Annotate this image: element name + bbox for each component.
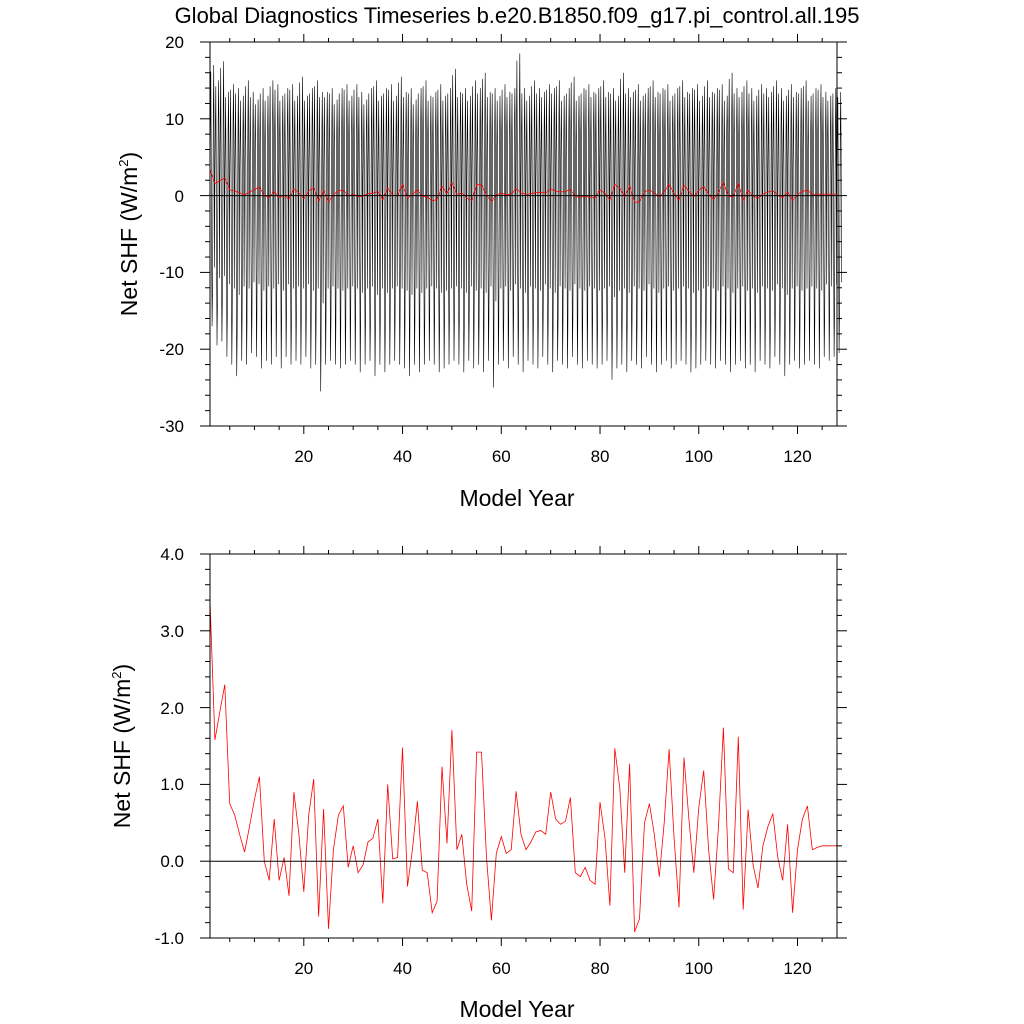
- bottom-y-axis-label: Net SHF (W/m2): [109, 664, 135, 828]
- top-y-tick-label: -10: [159, 263, 184, 282]
- top-y-tick-label: 0: [175, 187, 184, 206]
- bottom-y-tick-label: 0.0: [160, 852, 184, 871]
- top-x-tick-labels: 20 40 60 80 100 120: [294, 447, 811, 466]
- x-tick-label: 40: [393, 959, 412, 978]
- top-y-tick-labels: -30 -20 -10 0 10 20: [159, 33, 184, 436]
- x-tick-label: 100: [685, 447, 713, 466]
- monthly-series-line: [209, 53, 842, 392]
- x-tick-label: 80: [591, 447, 610, 466]
- x-tick-label: 120: [783, 959, 811, 978]
- x-tick-label: 100: [685, 959, 713, 978]
- top-y-axis-label: Net SHF (W/m2): [116, 152, 142, 316]
- bottom-x-axis-label: Model Year: [459, 996, 574, 1022]
- annual-mean-series-line: [209, 600, 837, 933]
- bottom-y-tick-label: 4.0: [160, 545, 184, 564]
- top-tick-marks: [200, 34, 847, 434]
- bottom-y-tick-label: -1.0: [155, 929, 184, 948]
- bottom-tick-marks: [200, 546, 847, 946]
- top-y-tick-label: -30: [159, 417, 184, 436]
- top-plot-frame: [209, 41, 838, 427]
- bottom-y-tick-label: 3.0: [160, 622, 184, 641]
- x-tick-label: 40: [393, 447, 412, 466]
- bottom-x-tick-labels: 20 40 60 80 100 120: [294, 959, 811, 978]
- bottom-panel: -1.0 0.0 1.0 2.0 3.0 4.0 20 40 60 80 100 120 …: [109, 545, 847, 1022]
- bottom-data-layer: [209, 600, 837, 933]
- x-tick-label: 20: [294, 447, 313, 466]
- annual-mean-series-line: [209, 169, 837, 204]
- bottom-y-tick-label: 1.0: [160, 775, 184, 794]
- bottom-y-tick-labels: -1.0 0.0 1.0 2.0 3.0 4.0: [155, 545, 184, 948]
- x-tick-label: 60: [492, 447, 511, 466]
- top-panel: -30 -20 -10 0 10 20 20 40 60 80 100 120 Model…: [116, 33, 847, 511]
- x-tick-label: 60: [492, 959, 511, 978]
- bottom-y-tick-label: 2.0: [160, 699, 184, 718]
- bottom-plot-frame: [209, 553, 838, 939]
- x-tick-label: 120: [783, 447, 811, 466]
- top-data-layer: [209, 53, 842, 392]
- top-y-tick-label: -20: [159, 340, 184, 359]
- top-x-axis-label: Model Year: [459, 485, 574, 511]
- x-tick-label: 20: [294, 959, 313, 978]
- top-y-tick-label: 10: [165, 110, 184, 129]
- top-y-tick-label: 20: [165, 33, 184, 52]
- x-tick-label: 80: [591, 959, 610, 978]
- figure-title: Global Diagnostics Timeseries b.e20.B185…: [175, 3, 860, 28]
